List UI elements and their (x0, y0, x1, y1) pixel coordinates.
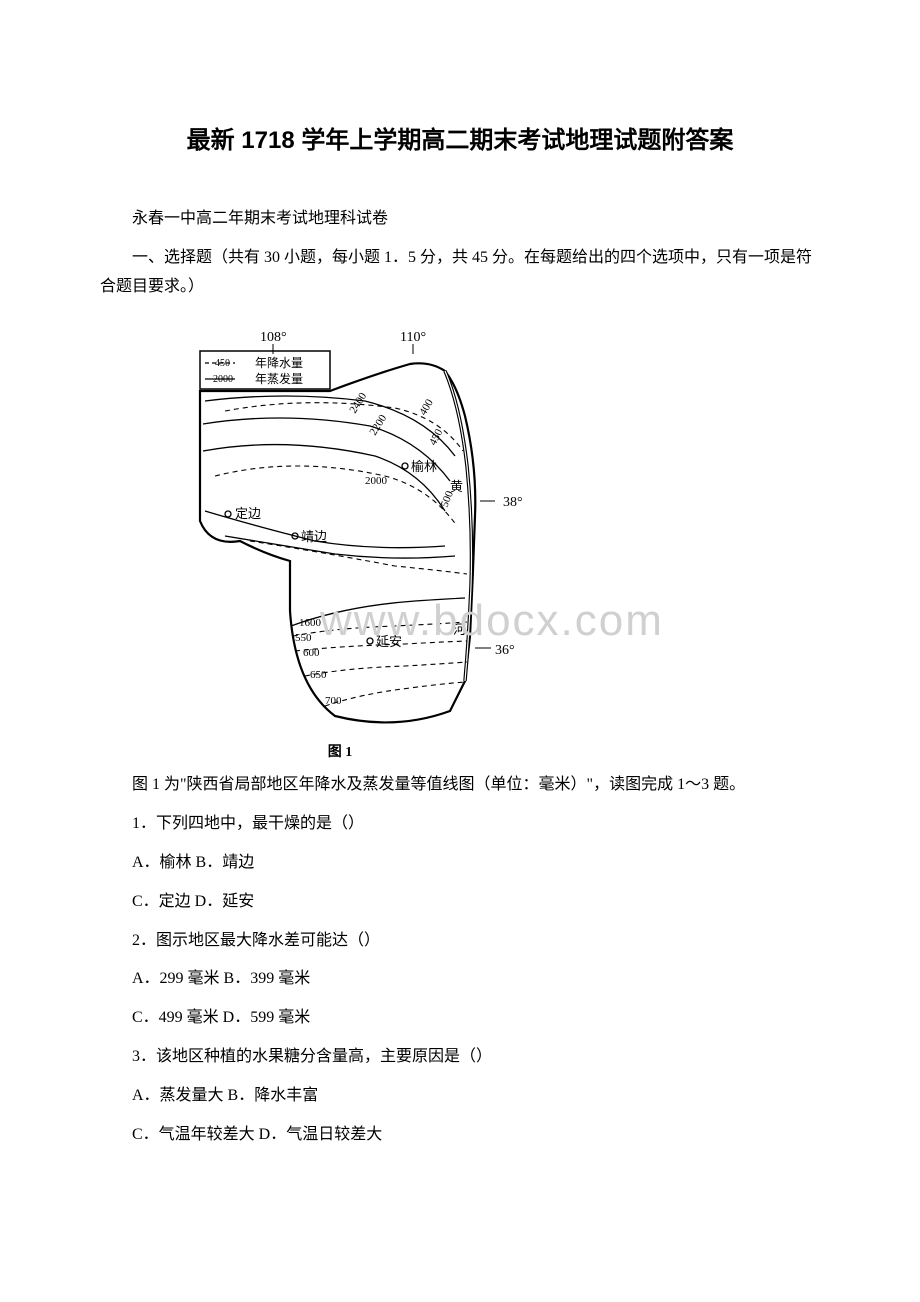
label-550: 550 (295, 632, 312, 644)
region-boundary (200, 364, 475, 723)
page-title: 最新 1718 学年上学期高二期末考试地理试题附答案 (100, 120, 820, 155)
label-1600: 1600 (299, 617, 322, 629)
lat-36: 36° (495, 643, 515, 658)
map-svg: 450 年降水量 2000 年蒸发量 108° 110° 38° 36° (195, 316, 555, 736)
label-2000: 2000 (365, 475, 388, 487)
river-huang: 黄 (450, 479, 463, 494)
legend-evap-value: 2000 (213, 374, 233, 385)
q3-options-1: A．蒸发量大 B．降水丰富 (100, 1082, 820, 1111)
precip-650 (305, 662, 467, 676)
label-450: 450 (427, 427, 446, 448)
city-yulin: 榆林 (411, 459, 437, 474)
city-yanan-marker (367, 638, 373, 644)
question-intro: 图 1 为"陕西省局部地区年降水及蒸发量等值线图（单位：毫米）"，读图完成 1～… (100, 771, 820, 800)
q1-options-2: C．定边 D．延安 (100, 888, 820, 917)
evap-2400 (205, 396, 455, 456)
label-2200: 2200 (367, 413, 389, 438)
label-600: 600 (303, 647, 320, 659)
label-700: 700 (325, 695, 342, 707)
q2-stem: 2．图示地区最大降水差可能达（） (100, 927, 820, 956)
lon-110: 110° (400, 330, 426, 345)
precip-700 (325, 682, 465, 706)
subtitle: 永春一中高二年期末考试地理科试卷 (100, 205, 820, 234)
legend-evap-label: 年蒸发量 (255, 371, 303, 386)
section-intro: 一、选择题（共有 30 小题，每小题 1．5 分，共 45 分。在每题给出的四个… (100, 244, 820, 302)
river-he: 河 (453, 622, 466, 637)
lat-38: 38° (503, 495, 523, 510)
label-650: 650 (310, 669, 327, 681)
q3-options-2: C．气温年较差大 D．气温日较差大 (100, 1121, 820, 1150)
lon-108: 108° (260, 330, 287, 345)
q3-stem: 3．该地区种植的水果糖分含量高，主要原因是（） (100, 1043, 820, 1072)
city-dingbian-marker (225, 511, 231, 517)
evap-2000 (203, 445, 445, 511)
q2-options-1: A．299 毫米 B．399 毫米 (100, 965, 820, 994)
city-dingbian: 定边 (235, 506, 261, 521)
figure-caption: 图 1 (195, 741, 485, 761)
legend-precip-value: 450 (215, 358, 230, 369)
label-2400: 2400 (347, 391, 369, 416)
q1-stem: 1．下列四地中，最干燥的是（） (100, 810, 820, 839)
city-yanan: 延安 (376, 634, 402, 649)
legend-precip-label: 年降水量 (255, 356, 303, 370)
label-400: 400 (417, 397, 436, 418)
q2-options-2: C．499 毫米 D．599 毫米 (100, 1004, 820, 1033)
figure-1: 450 年降水量 2000 年蒸发量 108° 110° 38° 36° (195, 316, 820, 761)
city-yulin-marker (402, 463, 408, 469)
city-jingbian: 靖边 (301, 529, 327, 544)
q1-options-1: A．榆林 B．靖边 (100, 849, 820, 878)
